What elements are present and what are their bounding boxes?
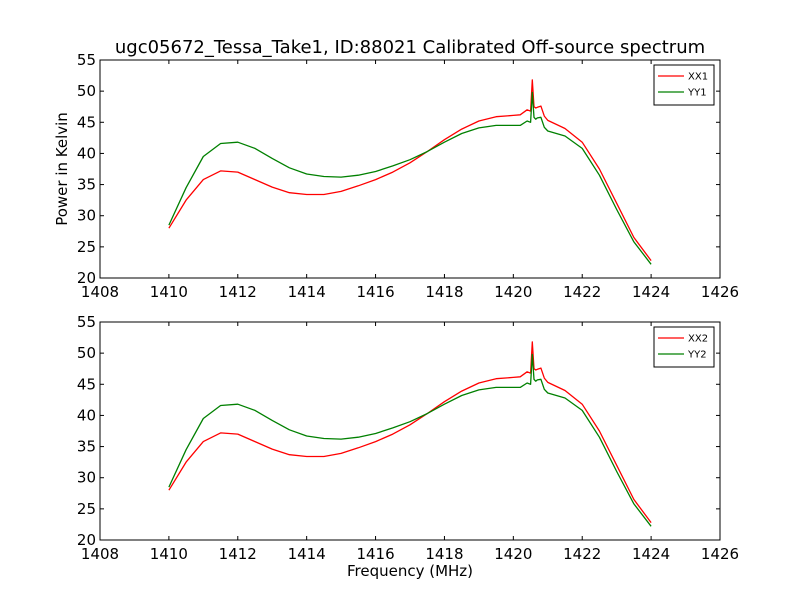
bottom-chart-series-line-yy2 bbox=[168, 353, 652, 527]
bottom-chart-x-tick-label: 1424 bbox=[632, 545, 670, 563]
bottom-chart-y-tick-label: 30 bbox=[77, 469, 96, 487]
bottom-chart-y-tick-label: 20 bbox=[77, 531, 96, 549]
bottom-chart-legend-box bbox=[653, 326, 715, 368]
top-chart-y-tick-label: 35 bbox=[77, 176, 96, 194]
top-chart-series-line-yy1 bbox=[168, 91, 652, 265]
top-chart-panel: 1408 1410 1412 1414 1416 1418 1420 1422 1424 1426… bbox=[77, 51, 739, 301]
top-chart-x-tick-label: 1408 bbox=[81, 283, 119, 301]
top-chart-y-tick-label: 30 bbox=[77, 207, 96, 225]
bottom-chart-y-tick-label: 25 bbox=[77, 500, 96, 518]
top-chart-x-tick-label: 1414 bbox=[288, 283, 326, 301]
top-chart-y-tick-label: 50 bbox=[77, 82, 96, 100]
bottom-chart-x-tick-label: 1426 bbox=[701, 545, 739, 563]
bottom-chart-x-tick-label: 1408 bbox=[81, 545, 119, 563]
top-chart-y-tick-label: 40 bbox=[77, 144, 96, 162]
bottom-chart-x-tick-label: 1416 bbox=[356, 545, 394, 563]
bottom-chart-series-line-xx2 bbox=[168, 341, 652, 523]
top-chart-y-tick-label: 20 bbox=[77, 269, 96, 287]
bottom-chart-y-tick-label: 50 bbox=[77, 344, 96, 362]
top-chart-axes-frame bbox=[99, 59, 721, 279]
top-chart-y-tick-label: 25 bbox=[77, 238, 96, 256]
top-chart-title: ugc05672_Tessa_Take1, ID:88021 Calibrate… bbox=[115, 37, 705, 58]
bottom-chart-y-tick-label: 40 bbox=[77, 406, 96, 424]
top-chart-legend-label-xx1: XX1 bbox=[688, 72, 708, 83]
top-chart-y-tick-label: 55 bbox=[77, 51, 96, 69]
top-chart-legend-box bbox=[653, 64, 715, 106]
top-chart-series-line-xx1 bbox=[168, 79, 652, 261]
bottom-chart-legend-label-yy2: YY2 bbox=[687, 350, 707, 361]
bottom-chart-x-tick-label: 1418 bbox=[425, 545, 463, 563]
top-chart-y-tick-label: 45 bbox=[77, 113, 96, 131]
bottom-chart-x-tick-label: 1412 bbox=[219, 545, 257, 563]
bottom-chart-x-tick-label: 1422 bbox=[563, 545, 601, 563]
bottom-chart-x-tick-label: 1420 bbox=[494, 545, 532, 563]
bottom-chart-y-tick-label: 55 bbox=[77, 313, 96, 331]
top-chart-x-tick-label: 1412 bbox=[219, 283, 257, 301]
bottom-chart-y-tick-label: 45 bbox=[77, 375, 96, 393]
top-chart-x-tick-label: 1422 bbox=[563, 283, 601, 301]
top-chart-x-tick-label: 1426 bbox=[701, 283, 739, 301]
bottom-chart-legend-label-xx2: XX2 bbox=[688, 334, 708, 345]
top-chart-x-tick-label: 1410 bbox=[150, 283, 188, 301]
top-chart-x-tick-label: 1424 bbox=[632, 283, 670, 301]
bottom-chart-x-tick-label: 1410 bbox=[150, 545, 188, 563]
top-chart-x-tick-label: 1420 bbox=[494, 283, 532, 301]
bottom-chart-y-tick-label: 35 bbox=[77, 438, 96, 456]
bottom-chart-axes-frame bbox=[99, 321, 721, 541]
bottom-chart-panel: 1408 1410 1412 1414 1416 1418 1420 1422 1424 1426… bbox=[77, 313, 739, 563]
top-chart-x-tick-label: 1416 bbox=[356, 283, 394, 301]
bottom-chart-x-tick-label: 1414 bbox=[288, 545, 326, 563]
top-chart-legend-label-yy1: YY1 bbox=[687, 88, 707, 99]
top-chart-y-axis-label: Power in Kelvin bbox=[53, 112, 71, 226]
top-chart-x-tick-label: 1418 bbox=[425, 283, 463, 301]
bottom-chart-x-axis-label: Frequency (MHz) bbox=[347, 562, 473, 580]
